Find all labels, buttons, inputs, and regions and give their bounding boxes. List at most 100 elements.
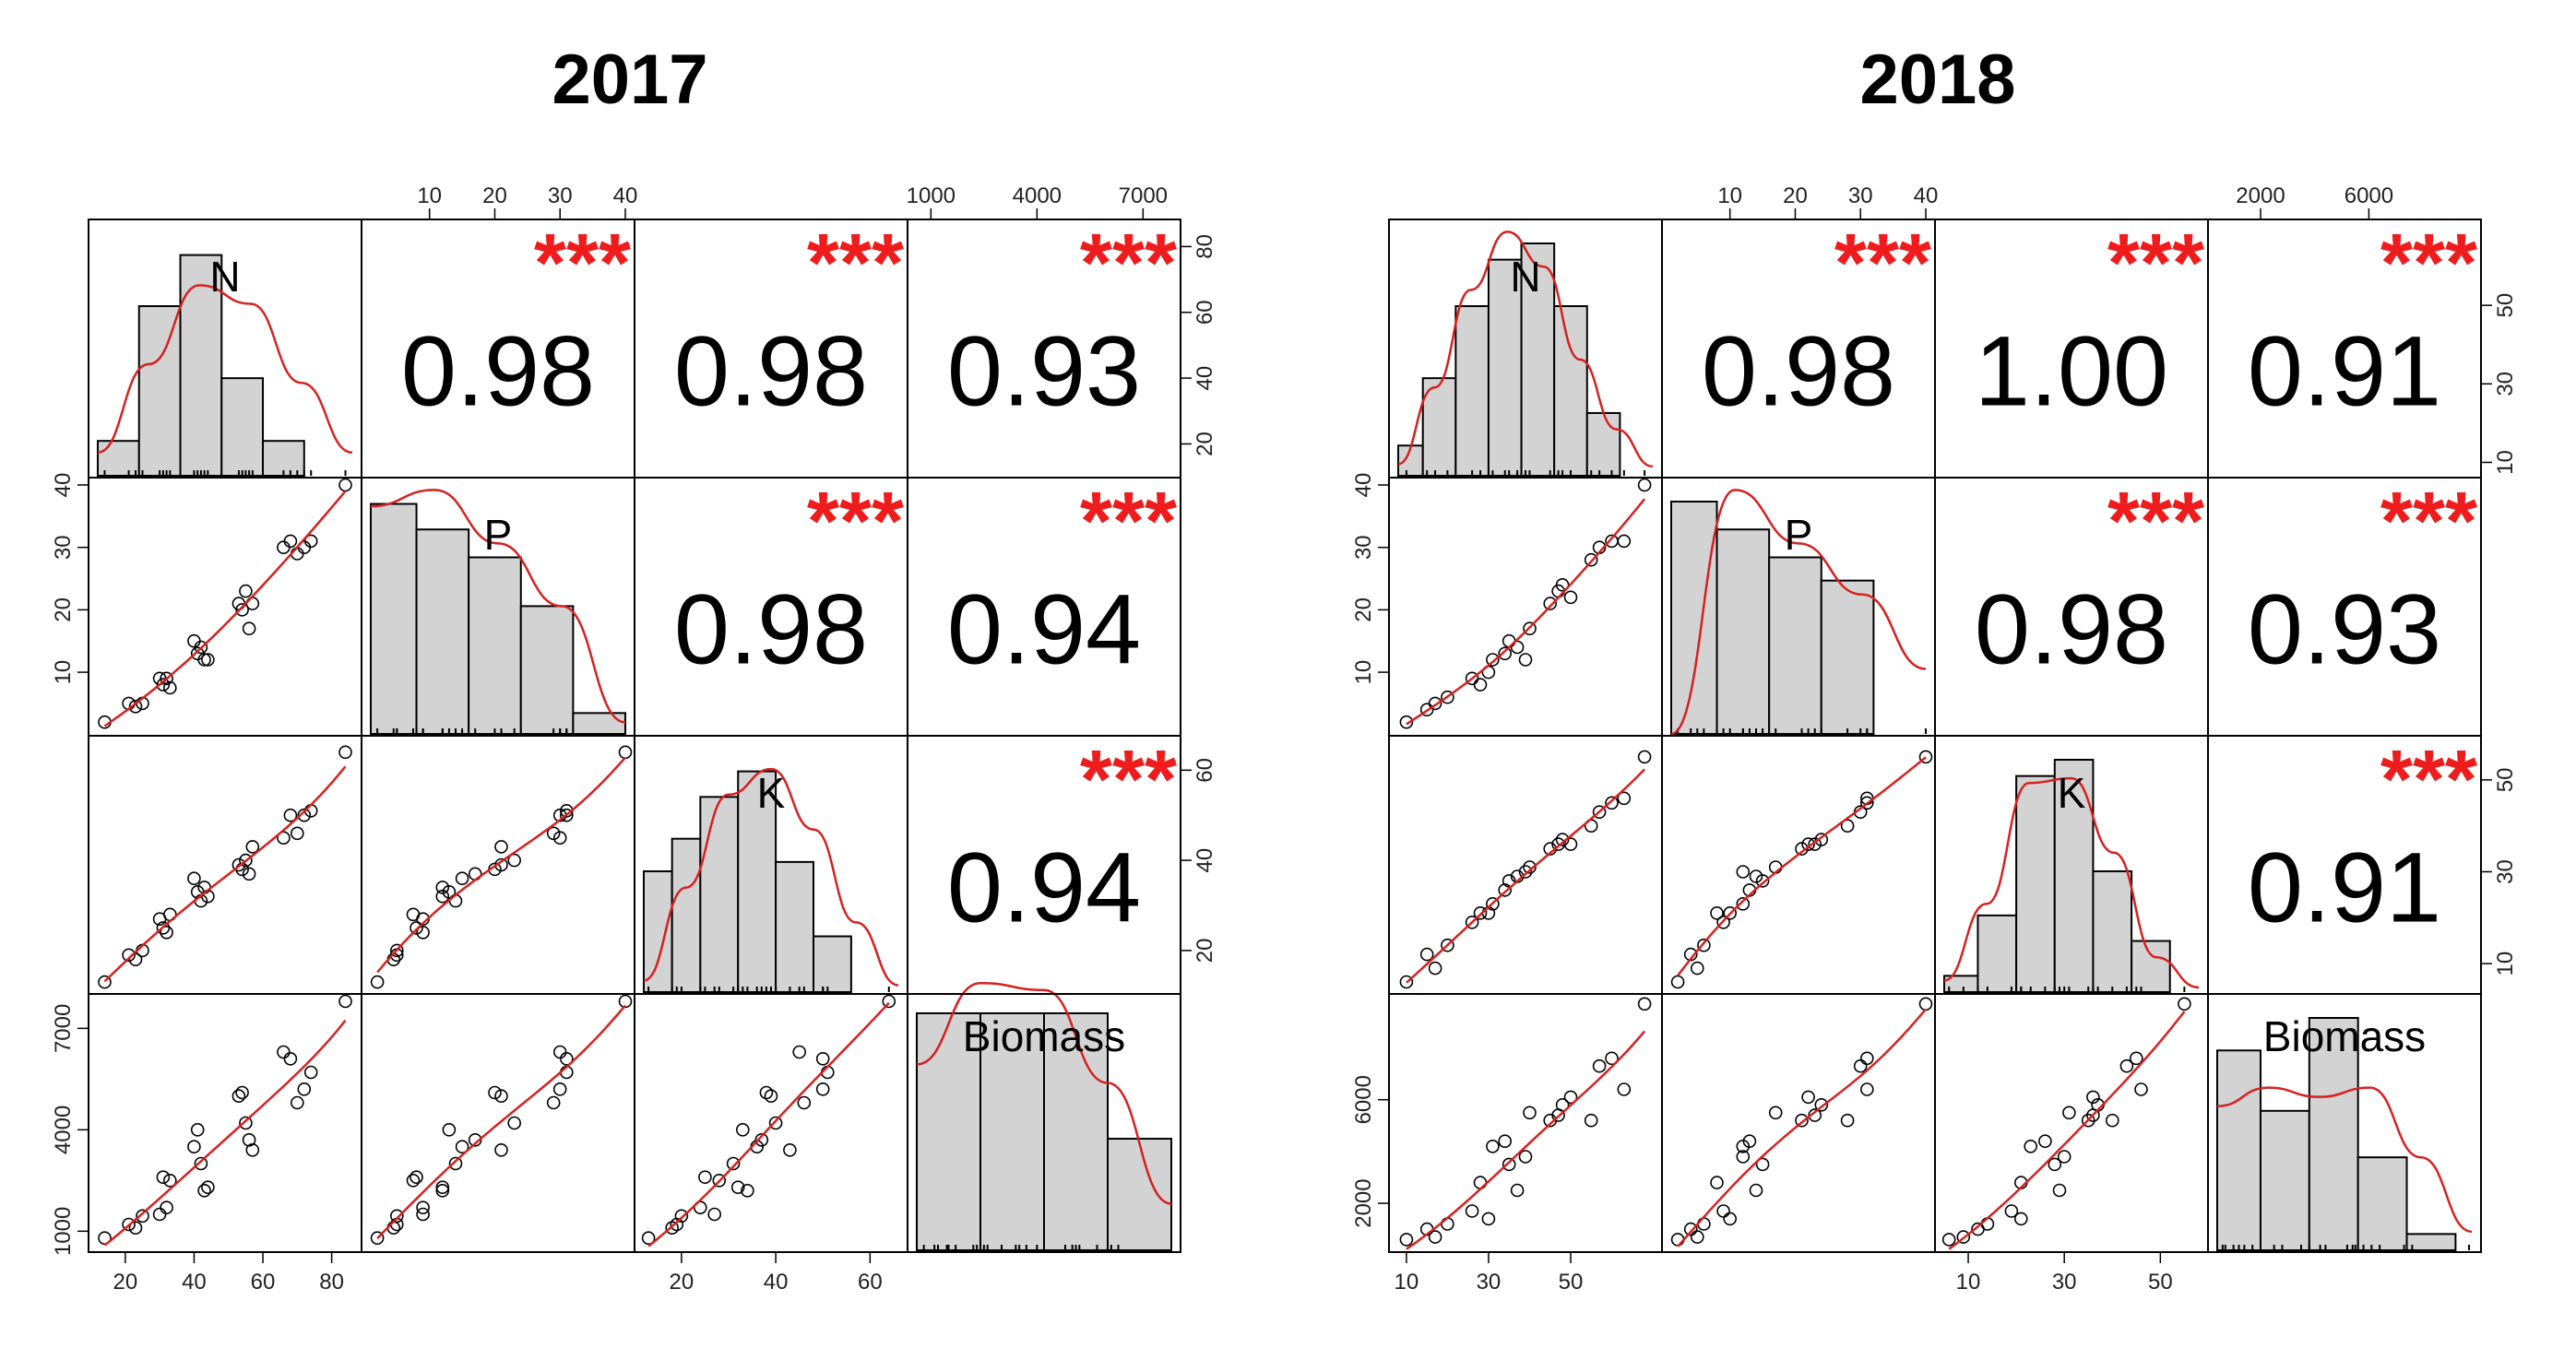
scatter-point: [1584, 1113, 1598, 1128]
panel-frame: [1388, 477, 1663, 737]
scatter-point: [1814, 833, 1829, 846]
panel-n-p: 0.98***: [1661, 218, 1936, 479]
scatter-point: [448, 893, 463, 908]
scatter-point: [435, 881, 450, 894]
histogram-bar: [2356, 1156, 2408, 1251]
scatter-point: [1670, 975, 1685, 989]
scatter-point: [1956, 1230, 1971, 1244]
scatter-point: [792, 1045, 807, 1059]
lowess-line: [376, 756, 626, 974]
scatter-point: [1795, 1113, 1809, 1128]
lowess-line: [1406, 768, 1645, 984]
scatter-point: [1605, 1051, 1619, 1066]
scatter-point: [1555, 577, 1570, 592]
lowess-line: [103, 490, 347, 727]
scatter-point: [507, 1116, 522, 1130]
panel-p-p: P: [1661, 477, 1936, 737]
left-axis-label: 7000: [51, 1004, 76, 1053]
scatter-point: [2038, 1134, 2052, 1148]
scatter-point: [406, 1174, 421, 1188]
scatter-point: [1473, 905, 1488, 920]
panel-biomass-n: [88, 993, 362, 1253]
left-axis-label: 4000: [51, 1106, 76, 1154]
scatter-point: [1710, 905, 1724, 920]
panel-n-biomass: 0.91***: [2207, 218, 2482, 479]
scatter-point: [283, 534, 298, 549]
scatter-point: [245, 840, 260, 854]
scatter-point: [2052, 1183, 2067, 1198]
scatter-point: [303, 1065, 318, 1080]
scatter-point: [1502, 1157, 1516, 1172]
panel-p-n: [88, 477, 362, 737]
scatter-point: [290, 547, 304, 561]
right-axis-label: 60: [1193, 300, 1217, 325]
scatter-point: [187, 633, 201, 648]
bottom-axis-label: 50: [2148, 1270, 2173, 1295]
scatter-point: [245, 1143, 260, 1157]
scatter-point: [707, 1207, 722, 1222]
significance-stars: ***: [2107, 476, 2204, 568]
scatter-point: [1523, 860, 1537, 874]
scatter-point: [1523, 621, 1537, 636]
scatter-point: [1441, 690, 1454, 704]
left-axis-label: 20: [1351, 597, 1376, 622]
scatter-point: [1563, 1090, 1578, 1105]
scatter-point: [290, 826, 304, 841]
histogram-bar: [1585, 411, 1621, 477]
panel-k-k: K: [634, 735, 908, 995]
scatter-point: [494, 1089, 508, 1103]
scatter-point: [1518, 653, 1533, 667]
scatter-point: [231, 857, 246, 872]
correlation-value: 0.91: [2248, 315, 2441, 427]
scatter-point: [338, 745, 352, 760]
bottom-axis-label: 40: [182, 1270, 207, 1295]
top-axis-label: 1000: [907, 183, 956, 208]
left-axis-label: 40: [1351, 473, 1376, 498]
correlation-value: 0.98: [401, 315, 595, 427]
correlation-value: 0.93: [2248, 573, 2441, 685]
bottom-axis-label: 10: [1956, 1270, 1981, 1295]
scatter-point: [338, 994, 352, 1009]
histogram-bar: [1553, 305, 1588, 478]
scatter-point: [1801, 837, 1815, 851]
scatter-point: [1691, 1230, 1704, 1244]
right-axis-label: 60: [1193, 758, 1217, 783]
bottom-axis-label: 60: [858, 1270, 883, 1295]
correlation-value: 0.93: [947, 315, 1141, 427]
significance-stars: ***: [807, 476, 904, 568]
panel-n-k: 1.00***: [1934, 218, 2209, 479]
scatter-point: [1736, 1150, 1751, 1164]
density-curve: [2216, 1086, 2473, 1234]
scatter-point: [1736, 865, 1751, 879]
scatter-point: [1860, 1051, 1874, 1066]
histogram-bar: [2405, 1233, 2457, 1251]
histogram-bar: [979, 1011, 1045, 1251]
scatter-point: [882, 994, 896, 1009]
scatter-point: [494, 1143, 508, 1157]
significance-stars: ***: [2380, 476, 2477, 568]
histogram-bar: [1043, 1011, 1109, 1251]
panel-k-p: [1661, 735, 1936, 995]
scatter-point: [370, 975, 385, 989]
scatter-point: [1399, 1233, 1414, 1247]
scatter-point: [1918, 997, 1933, 1011]
scatter-point: [1853, 1058, 1868, 1073]
scatter-point: [783, 1143, 797, 1157]
scatter-point: [242, 867, 256, 881]
scatter-point: [754, 1133, 769, 1147]
left-axis-label: 30: [51, 535, 76, 560]
scatter-point: [283, 808, 298, 822]
variable-label-biomass: Biomass: [2263, 1012, 2426, 1060]
scatter-point: [1697, 938, 1711, 952]
lowess-line: [1406, 498, 1646, 726]
correlation-value: 0.98: [1702, 315, 1895, 427]
scatter-point: [1481, 1212, 1496, 1226]
panel-frame: [907, 993, 1181, 1253]
scatter-point: [187, 1140, 201, 1153]
panel-p-biomass: 0.93***: [2207, 476, 2482, 737]
scatter-point: [1510, 640, 1525, 655]
scatter-point: [2057, 1150, 2071, 1164]
scatter-point: [1723, 1212, 1737, 1226]
scatter-point: [552, 1082, 567, 1096]
